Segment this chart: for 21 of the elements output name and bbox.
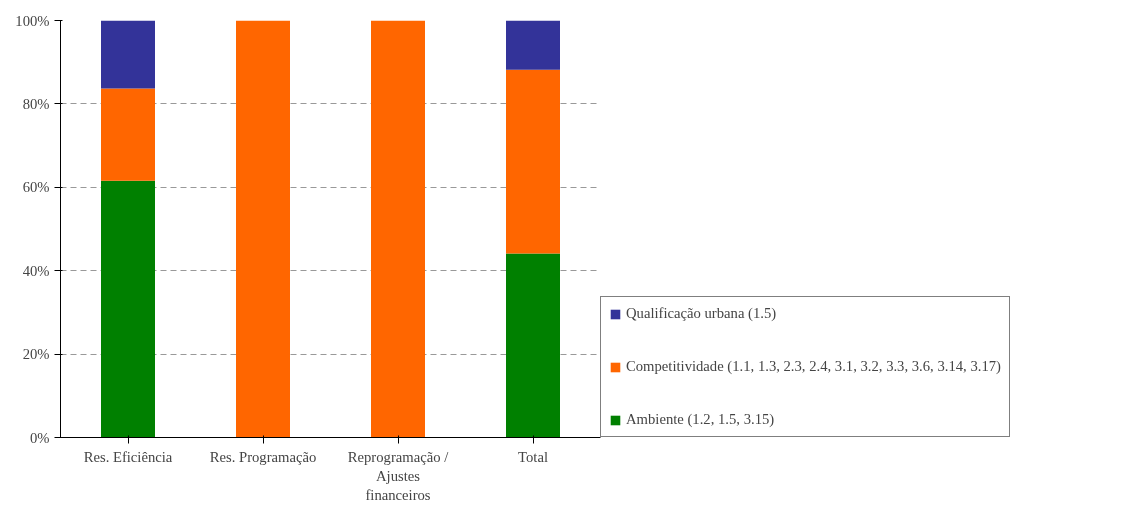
- y-tick-label: 60%: [22, 179, 50, 196]
- legend-label: Competitividade (1.1, 1.3, 2.3, 2.4, 3.1, 3.2, 3.3, 3.6, 3.14, 3.17): [626, 358, 1001, 375]
- x-tick-label: Total: [518, 448, 548, 465]
- bar: [101, 88, 155, 181]
- bar: [506, 20, 560, 70]
- bar: [101, 180, 155, 438]
- y-tick-label: 100%: [15, 12, 50, 29]
- legend-label: Qualificação urbana (1.5): [626, 305, 777, 322]
- y-tick-label: 0%: [29, 429, 50, 446]
- x-tick-label: Res. Programação: [209, 448, 317, 465]
- y-tick-label: 80%: [22, 95, 50, 112]
- bar: [506, 69, 560, 254]
- bar: [236, 20, 290, 438]
- legend-label: Ambiente (1.2, 1.5, 3.15): [626, 411, 775, 428]
- bar: [506, 253, 560, 438]
- x-tick-label: Res. Eficiência: [83, 448, 173, 465]
- bar: [101, 20, 155, 89]
- bar: [371, 20, 425, 438]
- y-tick-label: 20%: [22, 346, 50, 363]
- x-tick-label: Reprogramação / Ajustes financeiros: [347, 448, 450, 503]
- y-tick-label: 40%: [22, 262, 50, 279]
